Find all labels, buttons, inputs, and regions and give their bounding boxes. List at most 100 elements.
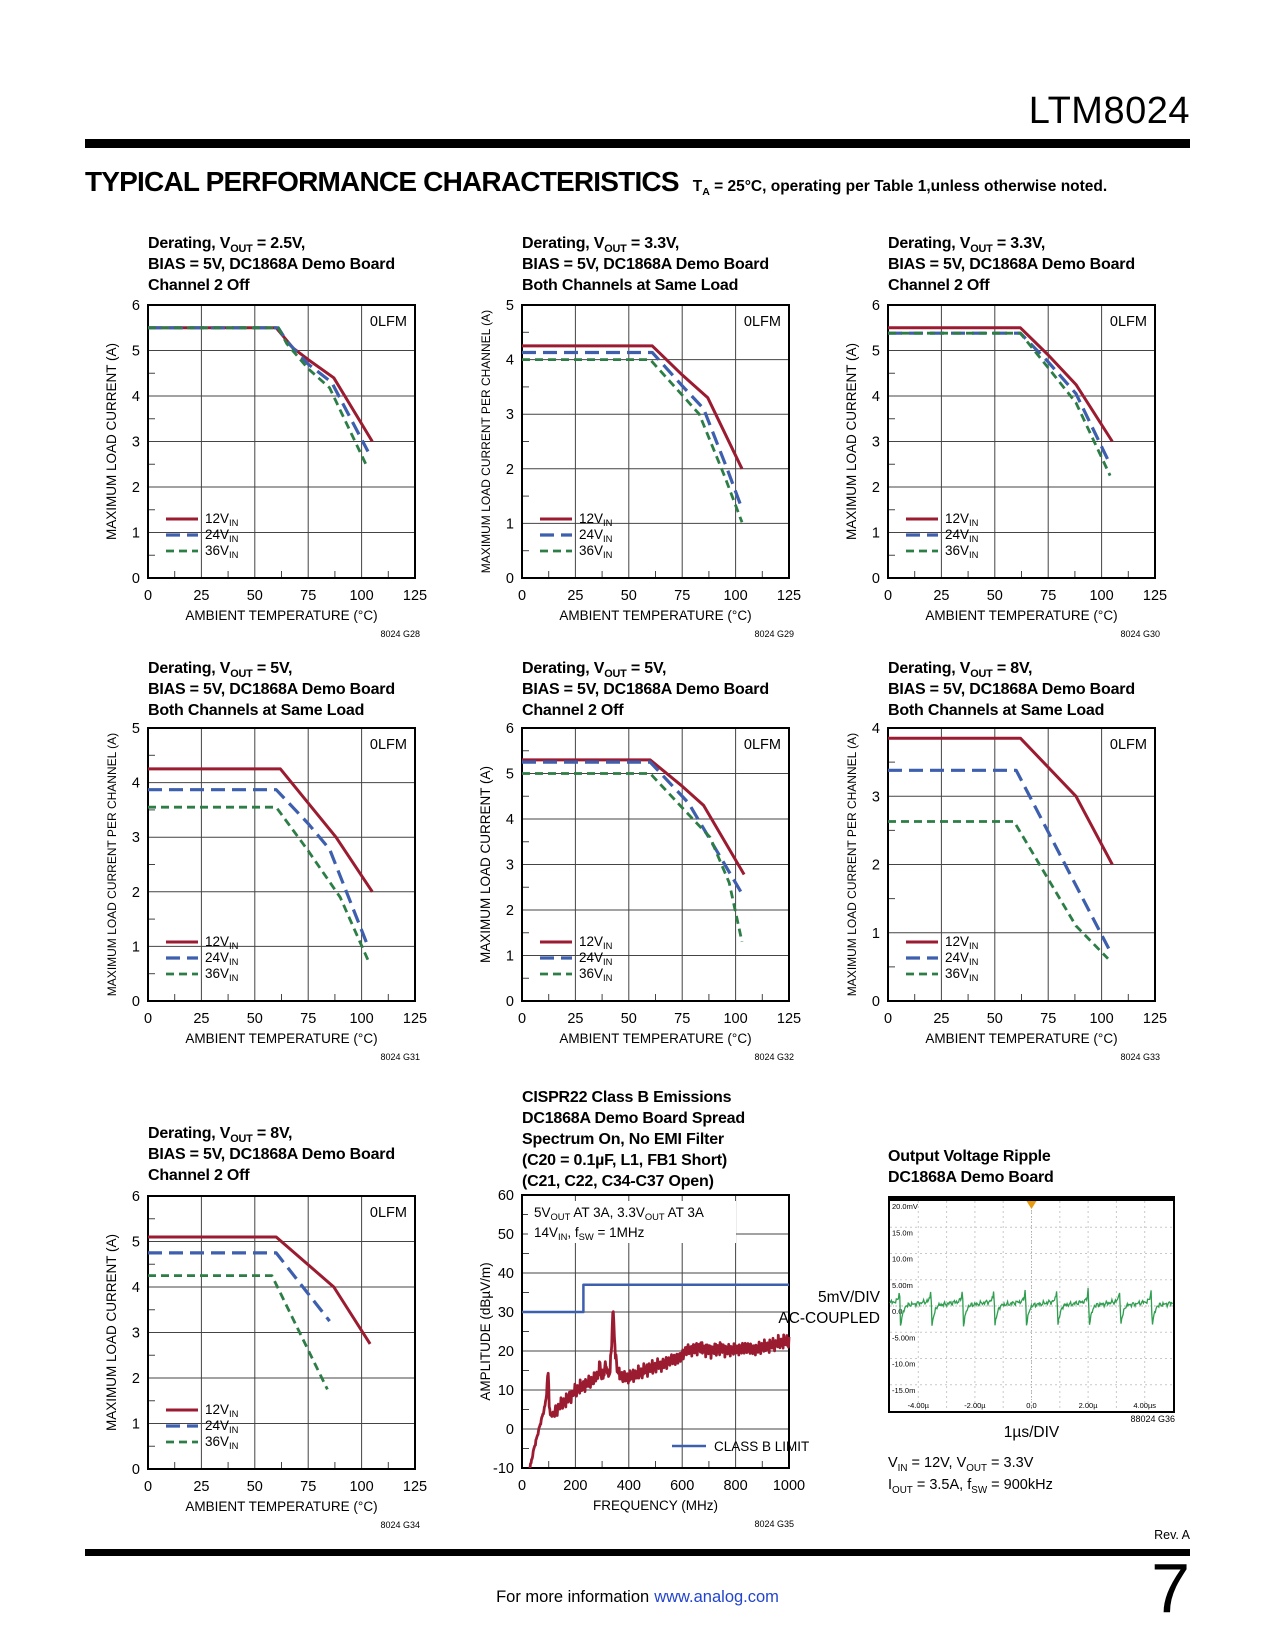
series-12vin <box>148 326 374 443</box>
scope-timebase-label: 1µs/DIV <box>1003 1424 1060 1441</box>
x-tick-label: 50 <box>621 1011 637 1027</box>
chart-title-line: BIAS = 5V, DC1868A Demo Board <box>888 681 1135 698</box>
x-axis-label: AMBIENT TEMPERATURE (°C) <box>185 1499 377 1514</box>
chart-ref: 8024 G28 <box>380 629 420 639</box>
y-tick-label: 4 <box>506 353 514 369</box>
x-tick-label: 1000 <box>773 1478 805 1494</box>
y-tick-label: 4 <box>132 776 140 792</box>
scope-x-label: 2.00µ <box>1079 1401 1099 1410</box>
chart-ref: 8024 G33 <box>1120 1052 1160 1062</box>
x-axis-label: FREQUENCY (MHz) <box>593 1498 718 1513</box>
scope-display: 20.0mV 15.0m 10.0m 5.00m 0.0 -5.00m -10.0m -15.… <box>889 1201 1174 1411</box>
chart-8024-g32: 0 1 2 3 4 5 6 0 25 50 75 100 125 AMBIENT TEMPERATURE … <box>478 721 801 1062</box>
series-36vin <box>148 326 368 465</box>
series-emissions <box>528 1310 791 1469</box>
series-24vin <box>888 768 1112 952</box>
x-tick-label: 75 <box>1040 588 1056 604</box>
x-tick-label: 600 <box>670 1478 694 1494</box>
legend-label: 12VIN <box>205 934 238 951</box>
x-tick-label: 100 <box>349 588 373 604</box>
legend-label: 24VIN <box>205 1418 238 1435</box>
y-tick-label: 1 <box>132 939 140 955</box>
y-axis-label: MAXIMUM LOAD CURRENT PER CHANNEL (A) <box>479 310 493 573</box>
y-tick-label: 3 <box>872 435 880 451</box>
y-tick-label: 4 <box>132 389 140 405</box>
legend-label: 36VIN <box>579 966 612 983</box>
series-24vin <box>148 788 370 947</box>
chart-8024-g28: 0 1 2 3 4 5 6 0 25 50 75 100 125 AMBIENT TEMPERATURE … <box>104 298 427 639</box>
airflow-label: 0LFM <box>1110 737 1147 753</box>
legend-label: 36VIN <box>579 543 612 560</box>
y-tick-label: 5 <box>872 344 880 360</box>
y-tick-label: 0 <box>132 994 140 1010</box>
x-tick-label: 75 <box>300 1011 316 1027</box>
y-tick-label: 2 <box>132 480 140 496</box>
y-tick-label: 3 <box>132 830 140 846</box>
chart-title-line: CISPR22 Class B Emissions <box>522 1089 732 1106</box>
series-12vin <box>888 736 1114 866</box>
legend-label: 36VIN <box>205 543 238 560</box>
x-tick-label: 125 <box>1143 1011 1167 1027</box>
y-tick-label: 2 <box>506 462 514 478</box>
y-tick-label: 2 <box>132 1371 140 1387</box>
plot-border <box>887 304 1156 579</box>
plot-border <box>147 1195 416 1470</box>
footer-link[interactable]: www.analog.com <box>654 1588 779 1606</box>
x-tick-label: 100 <box>1089 1011 1113 1027</box>
x-tick-label: 0 <box>884 588 892 604</box>
y-tick-label: 1 <box>872 926 880 942</box>
chart-title-8024-g35: CISPR22 Class B Emissions DC1868A Demo Bo… <box>522 1087 852 1192</box>
x-tick-label: 75 <box>674 588 690 604</box>
chart-title-line: (C20 = 0.1µF, L1, FB1 Short) <box>522 1152 728 1169</box>
plot-border <box>521 304 790 579</box>
x-tick-label: 25 <box>193 1479 209 1495</box>
x-tick-label: 100 <box>723 1011 747 1027</box>
chart-title-line: BIAS = 5V, DC1868A Demo Board <box>888 256 1135 273</box>
chart-title-line: Both Channels at Same Load <box>148 702 365 719</box>
chart-ref: 8024 G29 <box>754 629 794 639</box>
x-tick-label: 0 <box>144 1479 152 1495</box>
legend-label: 12VIN <box>945 934 978 951</box>
chart-title-line: Derating, VOUT = 8V, <box>888 660 1033 681</box>
y-axis-label: MAXIMUM LOAD CURRENT (A) <box>844 343 859 540</box>
chart-title-line: Derating, VOUT = 2.5V, <box>148 235 306 256</box>
x-tick-label: 25 <box>193 588 209 604</box>
x-tick-label: 50 <box>987 1011 1003 1027</box>
x-tick-label: 100 <box>349 1011 373 1027</box>
series-classblimit <box>522 1283 789 1314</box>
y-tick-label: 0 <box>506 994 514 1010</box>
y-tick-label: 50 <box>498 1227 514 1243</box>
series-12vin <box>888 326 1114 443</box>
x-tick-label: 125 <box>403 588 427 604</box>
airflow-label: 0LFM <box>370 1205 407 1221</box>
plot-border <box>521 1194 790 1469</box>
x-tick-label: 25 <box>193 1011 209 1027</box>
scope-y-label: -5.00m <box>892 1333 915 1342</box>
scope-conditions-line: VIN = 12V, VOUT = 3.3V <box>888 1455 1034 1474</box>
chart-title-line: BIAS = 5V, DC1868A Demo Board <box>148 681 395 698</box>
y-tick-label: 3 <box>132 435 140 451</box>
series-36vin <box>888 331 1112 477</box>
y-tick-label: 0 <box>132 571 140 587</box>
x-axis-label: AMBIENT TEMPERATURE (°C) <box>559 608 751 623</box>
y-axis-label: MAXIMUM LOAD CURRENT (A) <box>478 766 493 963</box>
chart-ref: 88024 G36 <box>1130 1414 1175 1424</box>
y-tick-label: 40 <box>498 1266 514 1282</box>
scope-scale-line: 5mV/DIV <box>817 1289 880 1306</box>
legend-label: 12VIN <box>945 511 978 528</box>
y-axis-label: MAXIMUM LOAD CURRENT PER CHANNEL (A) <box>845 733 859 996</box>
legend-label: 36VIN <box>205 1434 238 1451</box>
chart-ref: 8024 G32 <box>754 1052 794 1062</box>
scope-y-label: 5.00m <box>892 1281 913 1290</box>
y-tick-label: 0 <box>506 571 514 587</box>
chart-8024-g34: 0 1 2 3 4 5 6 0 25 50 75 100 125 AMBIENT TEMPERATURE … <box>104 1189 427 1530</box>
annotation-line: 14VIN, fSW = 1MHz <box>534 1225 645 1242</box>
y-tick-label: 2 <box>132 885 140 901</box>
y-axis-label: MAXIMUM LOAD CURRENT (A) <box>104 343 119 540</box>
x-tick-label: 125 <box>777 1011 801 1027</box>
x-tick-label: 25 <box>567 588 583 604</box>
chart-title-8024-g28: Derating, VOUT = 2.5V, BIAS = 5V, DC1868A… <box>148 233 478 296</box>
y-tick-label: 3 <box>506 407 514 423</box>
